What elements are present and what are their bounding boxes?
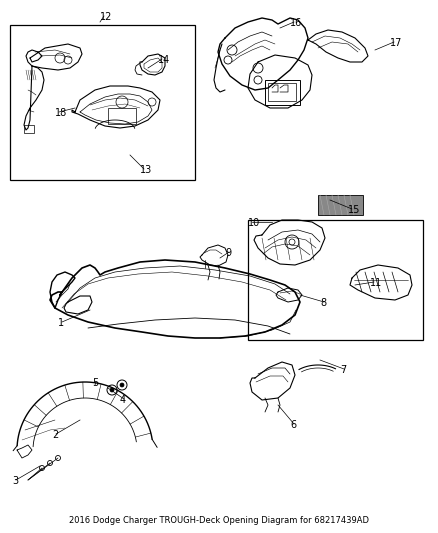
Text: 4: 4	[120, 395, 126, 405]
Text: 1: 1	[58, 318, 64, 328]
Text: 13: 13	[140, 165, 152, 175]
Text: 15: 15	[348, 205, 360, 215]
Circle shape	[120, 383, 124, 387]
Text: 9: 9	[225, 248, 231, 258]
Bar	[108, 108, 136, 124]
Text: 16: 16	[290, 18, 302, 28]
Text: 12: 12	[100, 12, 113, 22]
Text: 18: 18	[55, 108, 67, 118]
Bar	[265, 80, 300, 105]
Text: 3: 3	[12, 476, 18, 486]
Text: 2: 2	[52, 430, 58, 440]
Bar	[268, 83, 296, 101]
Text: 6: 6	[290, 420, 296, 430]
Text: 14: 14	[158, 55, 170, 65]
Text: 7: 7	[340, 365, 346, 375]
Text: 11: 11	[370, 278, 382, 288]
Text: 17: 17	[390, 38, 403, 48]
Circle shape	[110, 388, 114, 392]
Bar	[318, 195, 363, 215]
Bar	[248, 220, 423, 340]
Text: 2016 Dodge Charger TROUGH-Deck Opening Diagram for 68217439AD: 2016 Dodge Charger TROUGH-Deck Opening D…	[69, 516, 369, 525]
Bar	[10, 25, 195, 180]
Bar	[24, 125, 34, 133]
Text: 5: 5	[92, 378, 98, 388]
Text: 8: 8	[320, 298, 326, 308]
Text: 10: 10	[248, 218, 260, 228]
